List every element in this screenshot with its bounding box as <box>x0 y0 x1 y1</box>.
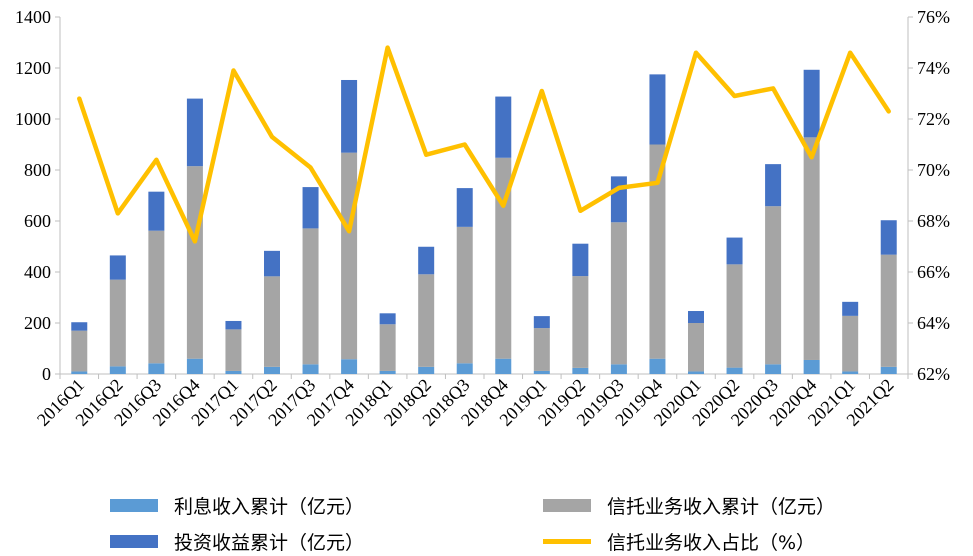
bar-segment-interest <box>264 366 280 374</box>
bar-segment-invest <box>456 188 473 227</box>
bar-segment-trust <box>341 152 358 360</box>
left-tick-label: 0 <box>42 364 51 384</box>
bar-segment-invest <box>109 255 126 280</box>
bar-segment-interest <box>225 370 242 374</box>
bar-segment-invest <box>533 316 550 329</box>
bar-segment-trust <box>71 330 88 372</box>
right-tick-label: 72% <box>917 109 950 129</box>
bar-segment-interest <box>495 358 512 374</box>
bar-segment-invest <box>379 313 396 325</box>
bar-segment-interest <box>71 371 88 374</box>
right-tick-label: 62% <box>917 364 950 384</box>
bar-segment-interest <box>880 366 897 374</box>
left-tick-label: 400 <box>24 262 51 282</box>
bar-segment-trust <box>456 226 473 364</box>
bar-segment-invest <box>726 237 743 265</box>
bar-segment-trust <box>302 228 319 365</box>
bar-segment-invest <box>649 74 666 145</box>
bar-segment-interest <box>418 366 435 374</box>
bar-segment-invest <box>880 220 897 255</box>
bar-segment-trust <box>880 254 897 367</box>
ratio-line <box>77 45 891 244</box>
bar-segment-trust <box>186 166 203 359</box>
bar-segment-interest <box>456 363 473 374</box>
bar-segment-invest <box>688 311 704 323</box>
bar-segment-trust <box>148 230 165 364</box>
bar-segment-interest <box>379 370 396 374</box>
bar-segment-invest <box>186 98 203 167</box>
left-tick-label: 800 <box>24 160 51 180</box>
left-tick-label: 600 <box>24 211 51 231</box>
bar-segment-invest <box>225 320 242 330</box>
bar-segment-trust <box>379 324 396 371</box>
axes <box>55 16 913 379</box>
right-tick-label: 74% <box>917 58 950 78</box>
bar-segment-trust <box>572 276 589 368</box>
bars-layer <box>71 69 897 374</box>
bar-segment-invest <box>264 250 280 277</box>
bar-segment-invest <box>71 322 88 331</box>
bar-segment-invest <box>418 246 435 275</box>
left-tick-label: 200 <box>24 313 51 333</box>
bar-segment-interest <box>533 370 550 374</box>
bar-segment-trust <box>533 328 550 371</box>
left-tick-label: 1200 <box>15 58 51 78</box>
bar-segment-invest <box>765 164 782 207</box>
bar-segment-invest <box>148 191 165 231</box>
bar-segment-trust <box>842 315 859 372</box>
bar-segment-invest <box>495 96 512 158</box>
bar-segment-interest <box>765 364 782 374</box>
bar-segment-trust <box>649 144 666 359</box>
bar-segment-invest <box>842 301 859 316</box>
bar-segment-interest <box>341 359 358 374</box>
line-layer <box>77 45 891 244</box>
bar-segment-trust <box>726 264 743 368</box>
bar-segment-interest <box>726 367 743 374</box>
bar-segment-interest <box>688 371 704 374</box>
right-tick-label: 64% <box>917 313 950 333</box>
bar-segment-invest <box>341 79 358 153</box>
right-tick-label: 70% <box>917 160 950 180</box>
bar-segment-trust <box>225 329 242 371</box>
bar-segment-trust <box>109 279 126 367</box>
bar-segment-interest <box>186 358 203 374</box>
bar-segment-trust <box>688 323 704 372</box>
bar-segment-interest <box>610 364 627 374</box>
bar-segment-interest <box>842 371 859 374</box>
bar-segment-invest <box>803 69 820 138</box>
bar-segment-invest <box>610 176 627 223</box>
bar-segment-invest <box>572 243 589 277</box>
bar-segment-interest <box>302 364 319 374</box>
left-tick-label: 1000 <box>15 109 51 129</box>
bar-segment-interest <box>803 359 820 374</box>
bar-segment-interest <box>109 366 126 374</box>
bar-segment-trust <box>418 274 435 367</box>
left-tick-label: 1400 <box>15 7 51 27</box>
right-tick-label: 68% <box>917 211 950 231</box>
right-tick-label: 76% <box>917 7 950 27</box>
bar-segment-trust <box>765 206 782 365</box>
bar-segment-interest <box>649 358 666 374</box>
bar-segment-interest <box>148 363 165 374</box>
bar-segment-interest <box>572 367 589 374</box>
bar-segment-invest <box>302 187 319 229</box>
right-tick-label: 66% <box>917 262 950 282</box>
bar-segment-trust <box>610 222 627 365</box>
bar-segment-trust <box>495 157 512 359</box>
bar-segment-trust <box>803 137 820 360</box>
bar-segment-trust <box>264 276 280 367</box>
